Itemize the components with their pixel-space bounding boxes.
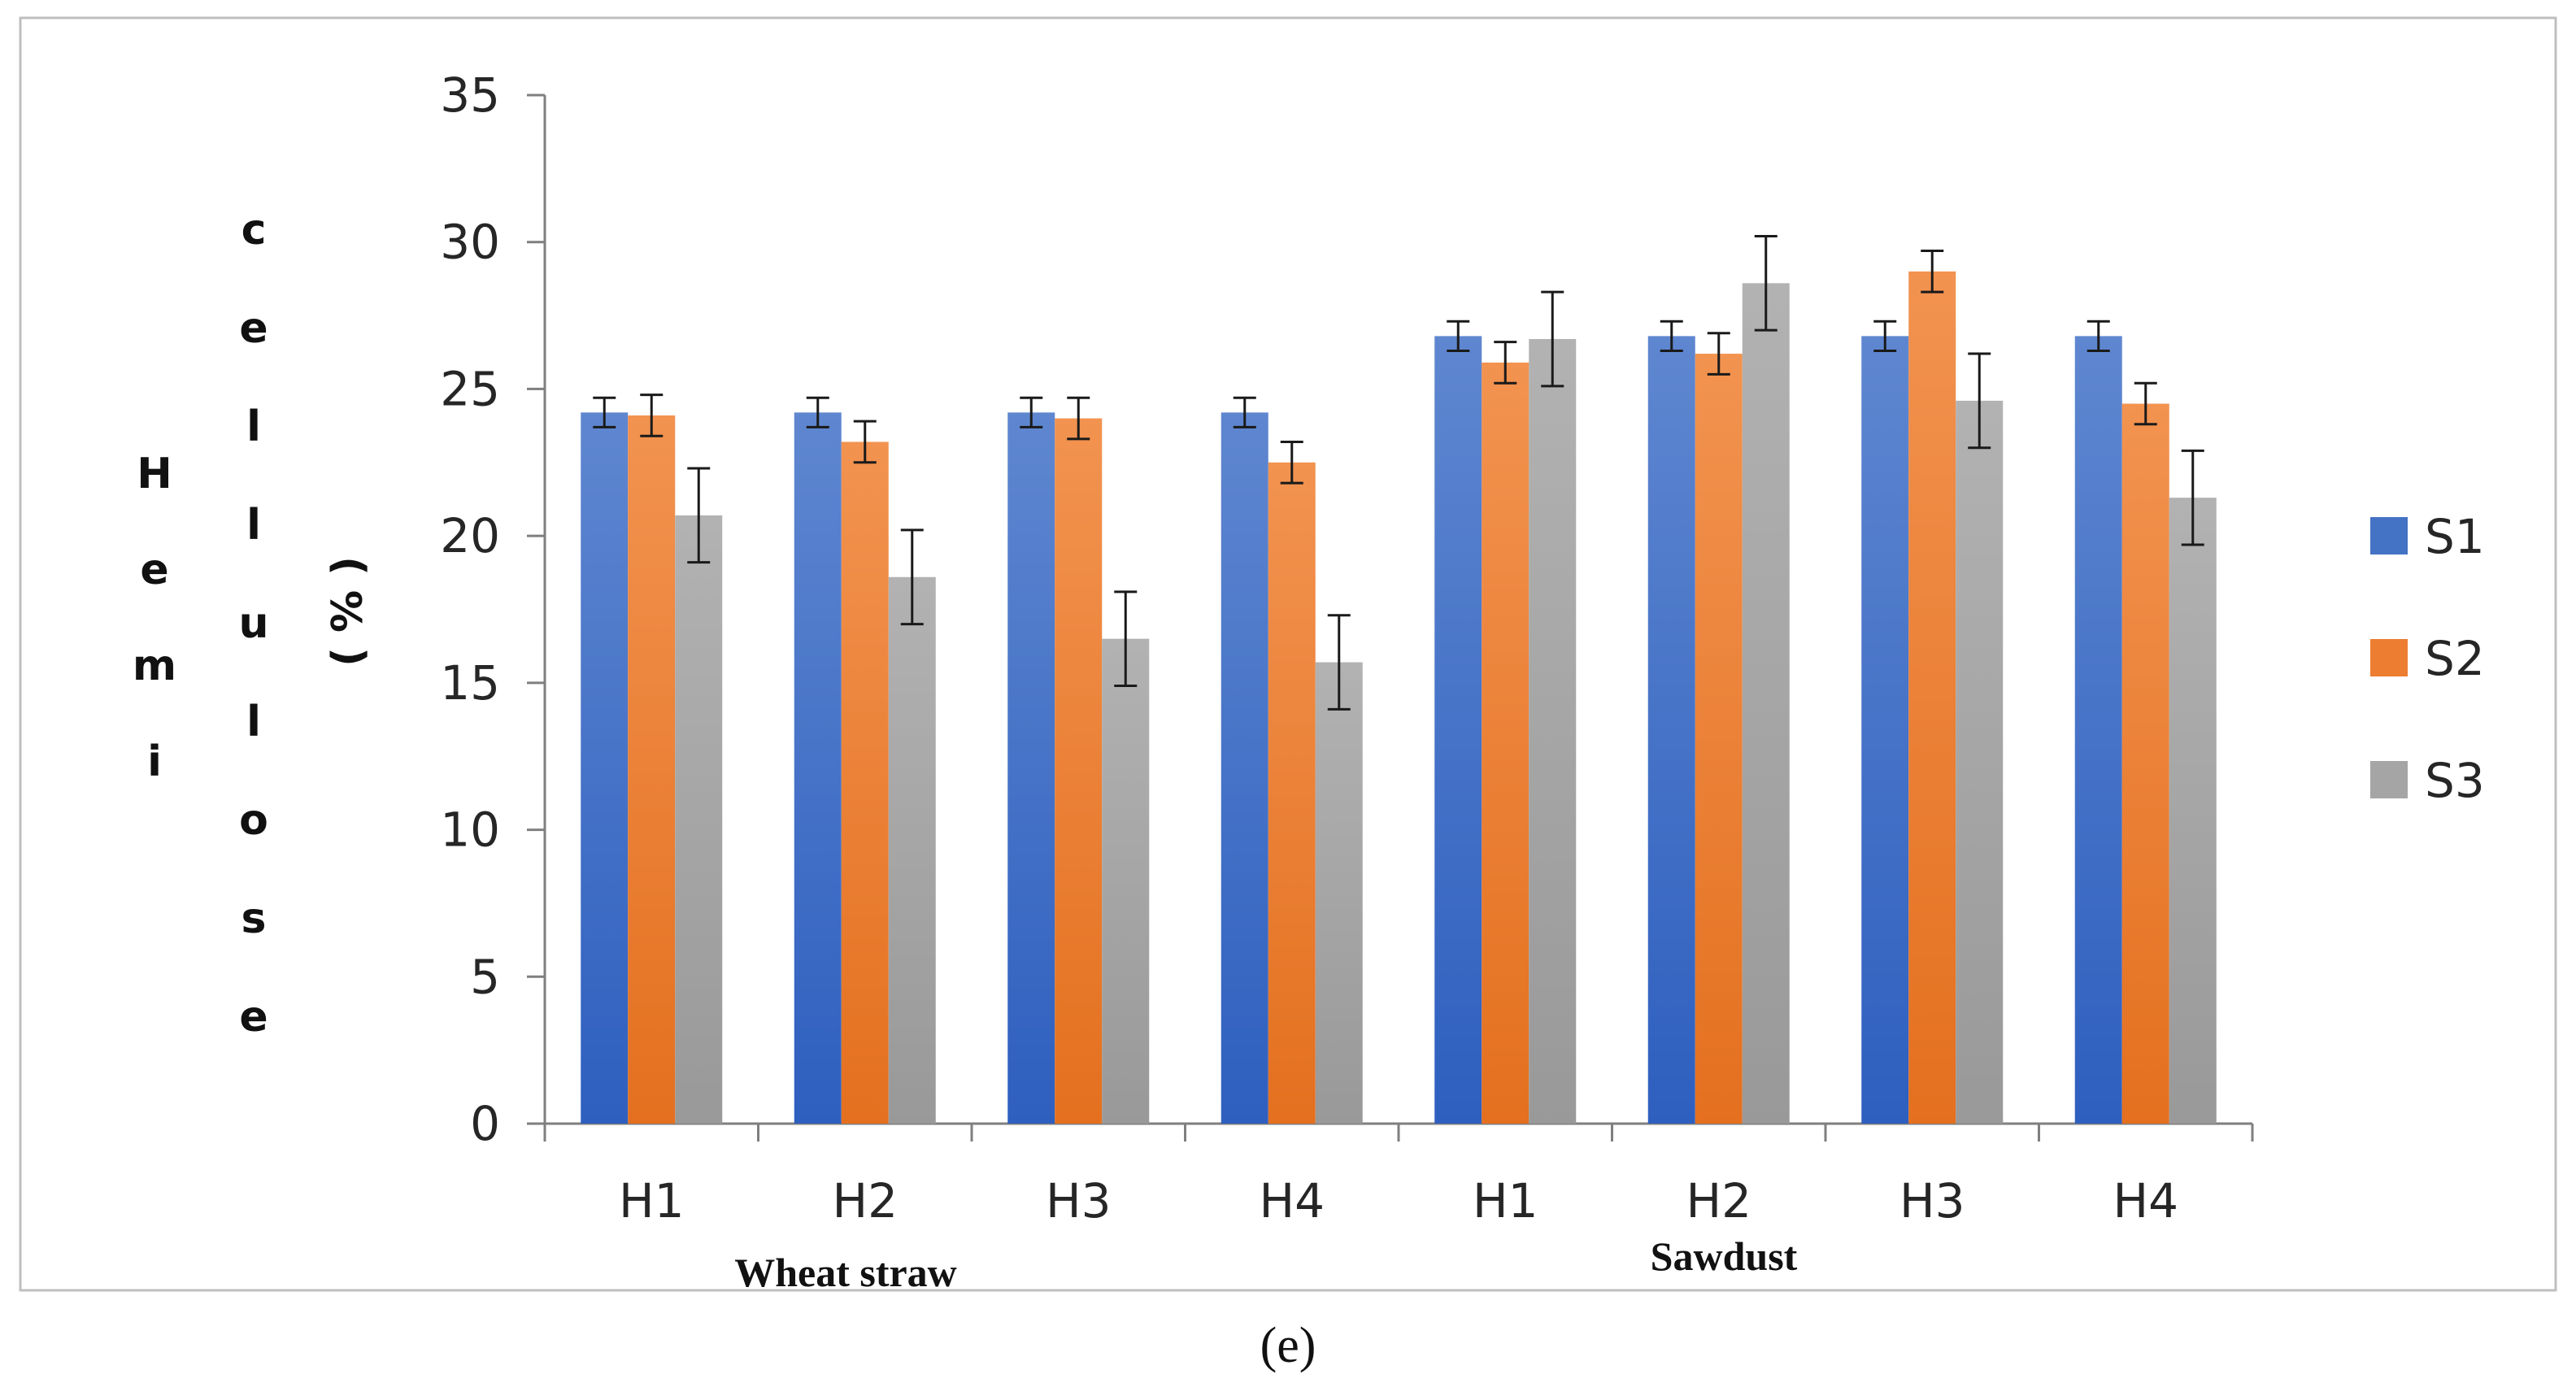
y-tick-label: 30: [440, 215, 500, 270]
ylabel-unit: ( % ): [324, 556, 372, 667]
ylabel-letter: l: [246, 402, 261, 451]
y-ticks: 0 5 10 15 20 25 30 35: [440, 67, 545, 1151]
bar-s3: [1102, 638, 1150, 1124]
y-tick-label: 35: [440, 67, 500, 123]
ylabel-letter: u: [238, 599, 268, 648]
bar-s2: [1695, 354, 1743, 1124]
group-label-sawdust: Sawdust: [1651, 1233, 1798, 1279]
y-tick-label: 25: [440, 361, 500, 416]
ylabel-letter: m: [133, 641, 176, 690]
x-tick-label: H3: [1046, 1173, 1112, 1229]
bar-s3: [1315, 662, 1363, 1124]
ylabel-letter: H: [137, 450, 172, 498]
bar-s1: [794, 412, 842, 1124]
bar-s2: [1908, 271, 1956, 1124]
y-tick-label: 15: [440, 655, 500, 711]
group-label-wheat-straw: Wheat straw: [734, 1250, 957, 1295]
bar-s1: [1861, 336, 1909, 1124]
x-tick-label: H4: [2113, 1173, 2178, 1229]
bar-s2: [1055, 418, 1103, 1124]
error-bar-s3: [1754, 234, 1778, 332]
error-bar-s1: [1020, 396, 1043, 428]
y-tick-label: 5: [470, 949, 500, 1004]
bar-s3: [888, 576, 936, 1124]
error-bar-s2: [2134, 381, 2157, 426]
x-tick-label: H3: [1899, 1173, 1965, 1229]
y-tick-label: 0: [470, 1096, 500, 1151]
error-bar-s3: [900, 528, 924, 626]
y-tick-label: 10: [440, 802, 500, 858]
ylabel-letter: l: [246, 698, 261, 746]
error-bar-s1: [593, 396, 616, 428]
error-bar-s2: [1280, 440, 1303, 485]
legend-swatch-s2: [2370, 639, 2408, 676]
bar-s3: [1529, 338, 1577, 1124]
x-labels: H1 H2 H3 H4 H1 H2 H3 H4: [619, 1173, 2178, 1229]
error-bar-s3: [1968, 352, 1991, 450]
bar-s2: [841, 441, 889, 1124]
error-bar-s3: [1541, 290, 1564, 388]
bar-s2: [1482, 362, 1530, 1124]
legend-swatch-s1: [2370, 517, 2408, 554]
bar-s1: [1221, 412, 1268, 1124]
bar-s1: [1007, 412, 1055, 1124]
error-bar-s3: [1327, 614, 1351, 711]
ylabel-letter: e: [140, 546, 168, 594]
x-tick-label: H4: [1259, 1173, 1325, 1229]
bar-s3: [675, 515, 723, 1124]
error-bar-s3: [2181, 449, 2204, 546]
error-bar-s2: [1067, 396, 1090, 441]
bar-s1: [2074, 336, 2122, 1124]
error-bar-s2: [1494, 341, 1517, 385]
ylabel-letter: c: [242, 206, 267, 254]
error-bar-s2: [640, 394, 664, 437]
error-bar-s1: [1233, 396, 1256, 428]
x-tick-label: H1: [1473, 1173, 1538, 1229]
ylabel-letter: e: [239, 304, 268, 353]
bar-s2: [1268, 462, 1316, 1124]
legend-label-s3: S3: [2425, 753, 2485, 808]
error-bar-s3: [1114, 590, 1138, 687]
error-bar-s1: [806, 396, 829, 428]
x-ticks: [543, 1124, 2254, 1142]
error-bar-s1: [2086, 320, 2110, 352]
legend-label-s2: S2: [2425, 631, 2485, 686]
bars: [581, 271, 2217, 1124]
error-bar-s1: [1873, 320, 1897, 352]
error-bars: [593, 234, 2204, 711]
bar-s1: [1434, 336, 1482, 1124]
error-bar-s1: [1660, 320, 1683, 352]
ylabel-letter: e: [239, 993, 268, 1042]
legend-label-s1: S1: [2425, 509, 2485, 564]
x-tick-label: H2: [1686, 1173, 1751, 1229]
error-bar-s2: [1921, 250, 1944, 294]
ylabel-letter: l: [246, 501, 261, 550]
bar-s3: [1956, 400, 2004, 1124]
bar-s2: [2121, 403, 2169, 1124]
x-tick-label: H2: [832, 1173, 898, 1229]
ylabel-letter: s: [242, 894, 267, 943]
legend-swatch-s3: [2370, 761, 2408, 798]
y-tick-label: 20: [440, 508, 500, 563]
error-bar-s2: [853, 420, 877, 464]
panel-label: (e): [1260, 1318, 1316, 1373]
error-bar-s2: [1707, 332, 1730, 376]
ylabel-letter: i: [147, 737, 162, 786]
legend: S1 S2 S3: [2370, 509, 2485, 808]
error-bar-s1: [1447, 320, 1470, 352]
bar-s1: [581, 412, 629, 1124]
bar-s3: [1742, 283, 1790, 1124]
bar-s2: [628, 415, 676, 1124]
bar-s3: [2169, 498, 2217, 1124]
error-bar-s3: [687, 467, 711, 564]
x-tick-label: H1: [619, 1173, 685, 1229]
bar-s1: [1647, 336, 1695, 1124]
ylabel-letter: o: [239, 796, 268, 845]
